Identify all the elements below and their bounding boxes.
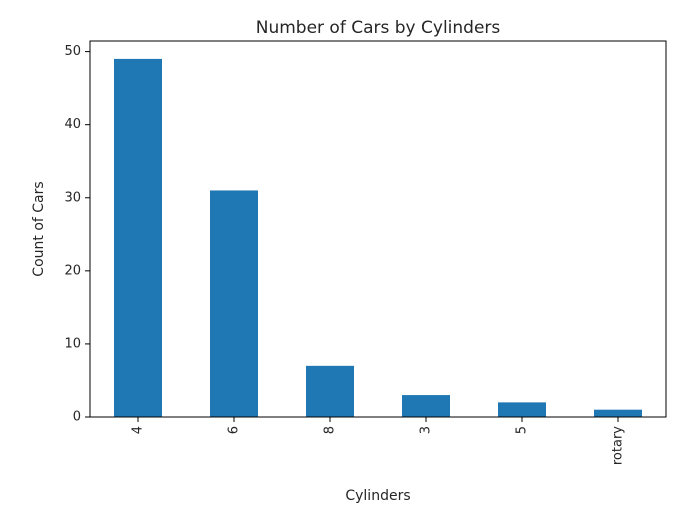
chart-title: Number of Cars by Cylinders bbox=[256, 18, 501, 38]
x-tick-label: rotary bbox=[611, 426, 626, 465]
x-tick-label: 8 bbox=[323, 426, 338, 434]
y-tick-label: 0 bbox=[73, 410, 81, 425]
bar-4 bbox=[114, 58, 162, 418]
bar-6 bbox=[210, 190, 258, 417]
x-axis-title: Cylinders bbox=[345, 488, 410, 504]
x-tick-label: 6 bbox=[227, 426, 242, 434]
bars-group bbox=[114, 58, 642, 418]
y-tick-label: 20 bbox=[64, 263, 81, 278]
bar-rotary bbox=[594, 409, 642, 417]
y-axis-title: Count of Cars bbox=[31, 181, 47, 276]
y-tick-label: 30 bbox=[64, 190, 81, 205]
y-tick-label: 50 bbox=[64, 44, 81, 59]
x-tick-label: 3 bbox=[419, 426, 434, 434]
x-tick-label: 5 bbox=[515, 426, 530, 434]
y-axis-ticks: 0 10 20 30 40 50 bbox=[64, 44, 90, 425]
bar-3 bbox=[402, 395, 450, 417]
x-axis-ticks: 4 6 8 3 5 rotary bbox=[131, 417, 626, 465]
bar-8 bbox=[306, 365, 354, 417]
bar-5 bbox=[498, 402, 546, 417]
y-tick-label: 10 bbox=[64, 336, 81, 351]
x-tick-label: 4 bbox=[131, 426, 146, 434]
plot-area-frame bbox=[89, 40, 667, 418]
y-tick-label: 40 bbox=[64, 117, 81, 132]
